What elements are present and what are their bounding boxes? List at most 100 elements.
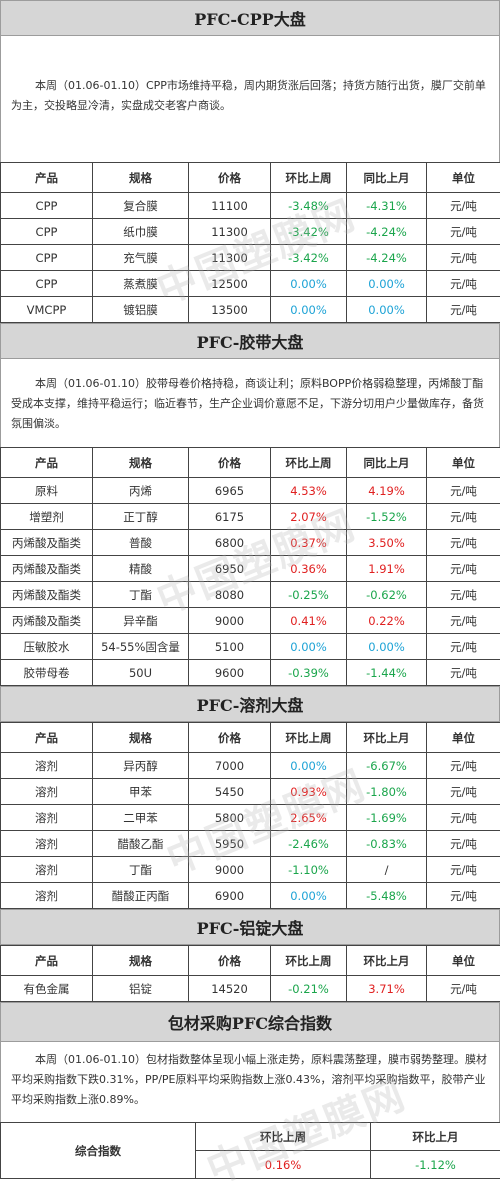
table-cell: 丙烯 bbox=[92, 477, 189, 504]
table-cell: / bbox=[346, 856, 427, 883]
cpp-table: 产品 规格 价格 环比上周 同比上月 单位 CPP 复合膜 11100 -3.48% -4.31% 元… bbox=[0, 162, 500, 323]
table-cell: 3.71% bbox=[346, 975, 427, 1002]
table-cell: 复合膜 bbox=[92, 192, 189, 219]
tape-header-row: 产品 规格 价格 环比上周 同比上月 单位 bbox=[0, 447, 500, 478]
index-section-title: 包材采购PFC综合指数 bbox=[0, 1002, 500, 1042]
table-cell: -0.39% bbox=[270, 659, 347, 686]
cpp-description-text: 本周（01.06-01.10）CPP市场维持平稳，周内期货涨后回落；持货方随行出… bbox=[11, 79, 486, 112]
table-cell: -6.67% bbox=[346, 752, 427, 779]
table-cell: 甲苯 bbox=[92, 778, 189, 805]
table-row: 增塑剂 正丁醇 6175 2.07% -1.52% 元/吨 bbox=[0, 503, 500, 530]
table-cell: 蒸煮膜 bbox=[92, 270, 189, 297]
table-cell: 9000 bbox=[188, 607, 271, 634]
table-cell: 有色金属 bbox=[0, 975, 93, 1002]
table-cell: 6800 bbox=[188, 529, 271, 556]
table-cell: 纸巾膜 bbox=[92, 218, 189, 245]
table-cell: 9600 bbox=[188, 659, 271, 686]
table-cell: 元/吨 bbox=[426, 244, 500, 271]
table-cell: 溶剂 bbox=[0, 830, 93, 857]
tape-column-header: 价格 bbox=[188, 447, 271, 478]
tape-table: 产品 规格 价格 环比上周 同比上月 单位 原料 丙烯 6965 4.53% 4.19% 元/吨 增塑剂… bbox=[0, 447, 500, 686]
index-value-week: 0.16% bbox=[195, 1150, 371, 1179]
table-cell: 3.50% bbox=[346, 529, 427, 556]
table-cell: 丁酯 bbox=[92, 856, 189, 883]
table-cell: 4.19% bbox=[346, 477, 427, 504]
table-cell: 0.00% bbox=[346, 270, 427, 297]
table-cell: -1.52% bbox=[346, 503, 427, 530]
aluminum-column-header: 环比上周 bbox=[270, 945, 347, 976]
table-cell: 原料 bbox=[0, 477, 93, 504]
index-row-label: 综合指数 bbox=[0, 1122, 196, 1179]
solvent-column-header: 环比上周 bbox=[270, 722, 347, 753]
table-cell: 精酸 bbox=[92, 555, 189, 582]
table-cell: -1.80% bbox=[346, 778, 427, 805]
table-row: 丙烯酸及酯类 精酸 6950 0.36% 1.91% 元/吨 bbox=[0, 555, 500, 582]
table-cell: 压敏胶水 bbox=[0, 633, 93, 660]
table-cell: 元/吨 bbox=[426, 659, 500, 686]
table-cell: 丁酯 bbox=[92, 581, 189, 608]
table-row: CPP 纸巾膜 11300 -3.42% -4.24% 元/吨 bbox=[0, 218, 500, 245]
table-cell: 溶剂 bbox=[0, 752, 93, 779]
table-row: 溶剂 醋酸乙酯 5950 -2.46% -0.83% 元/吨 bbox=[0, 830, 500, 857]
table-cell: -4.24% bbox=[346, 244, 427, 271]
solvent-column-header: 价格 bbox=[188, 722, 271, 753]
table-cell: 0.22% bbox=[346, 607, 427, 634]
table-cell: 元/吨 bbox=[426, 752, 500, 779]
table-cell: 元/吨 bbox=[426, 633, 500, 660]
table-cell: 醋酸乙酯 bbox=[92, 830, 189, 857]
table-cell: 元/吨 bbox=[426, 607, 500, 634]
index-header-week: 环比上周 bbox=[195, 1122, 371, 1151]
table-cell: 元/吨 bbox=[426, 830, 500, 857]
index-value-month: -1.12% bbox=[370, 1150, 500, 1179]
table-row: 溶剂 醋酸正丙酯 6900 0.00% -5.48% 元/吨 bbox=[0, 882, 500, 909]
table-cell: 0.93% bbox=[270, 778, 347, 805]
table-cell: 1.91% bbox=[346, 555, 427, 582]
solvent-column-header: 单位 bbox=[426, 722, 500, 753]
aluminum-column-header: 产品 bbox=[0, 945, 93, 976]
table-cell: 5450 bbox=[188, 778, 271, 805]
table-cell: 14520 bbox=[188, 975, 271, 1002]
table-cell: 元/吨 bbox=[426, 581, 500, 608]
aluminum-section-title: PFC-铝锭大盘 bbox=[0, 909, 500, 945]
table-cell: 镀铝膜 bbox=[92, 296, 189, 323]
table-cell: -4.24% bbox=[346, 218, 427, 245]
table-cell: 溶剂 bbox=[0, 804, 93, 831]
table-cell: 0.00% bbox=[270, 882, 347, 909]
table-cell: 元/吨 bbox=[426, 503, 500, 530]
table-cell: 元/吨 bbox=[426, 804, 500, 831]
table-cell: 11300 bbox=[188, 244, 271, 271]
table-cell: -0.25% bbox=[270, 581, 347, 608]
tape-section-title: PFC-胶带大盘 bbox=[0, 323, 500, 359]
table-cell: -0.21% bbox=[270, 975, 347, 1002]
cpp-column-header: 单位 bbox=[426, 162, 500, 193]
table-cell: 0.36% bbox=[270, 555, 347, 582]
table-cell: 50U bbox=[92, 659, 189, 686]
table-cell: 异丙醇 bbox=[92, 752, 189, 779]
table-cell: 6950 bbox=[188, 555, 271, 582]
table-cell: 12500 bbox=[188, 270, 271, 297]
table-cell: 9000 bbox=[188, 856, 271, 883]
table-row: CPP 蒸煮膜 12500 0.00% 0.00% 元/吨 bbox=[0, 270, 500, 297]
cpp-column-header: 价格 bbox=[188, 162, 271, 193]
index-description-text: 本周（01.06-01.10）包材指数整体呈现小幅上涨走势，原料震荡整理，膜市弱… bbox=[11, 1053, 487, 1106]
table-row: 胶带母卷 50U 9600 -0.39% -1.44% 元/吨 bbox=[0, 659, 500, 686]
table-row: 溶剂 甲苯 5450 0.93% -1.80% 元/吨 bbox=[0, 778, 500, 805]
table-row: CPP 充气膜 11300 -3.42% -4.24% 元/吨 bbox=[0, 244, 500, 271]
cpp-column-header: 产品 bbox=[0, 162, 93, 193]
table-cell: -1.44% bbox=[346, 659, 427, 686]
table-cell: 元/吨 bbox=[426, 192, 500, 219]
aluminum-column-header: 单位 bbox=[426, 945, 500, 976]
table-cell: 元/吨 bbox=[426, 477, 500, 504]
table-cell: 胶带母卷 bbox=[0, 659, 93, 686]
index-header-month: 环比上月 bbox=[370, 1122, 500, 1151]
table-cell: 元/吨 bbox=[426, 218, 500, 245]
solvent-column-header: 环比上月 bbox=[346, 722, 427, 753]
aluminum-column-header: 价格 bbox=[188, 945, 271, 976]
table-cell: 元/吨 bbox=[426, 778, 500, 805]
solvent-table: 产品 规格 价格 环比上周 环比上月 单位 溶剂 异丙醇 7000 0.00% -6.67% 元/吨溶… bbox=[0, 722, 500, 909]
table-cell: 0.00% bbox=[270, 270, 347, 297]
index-table: 综合指数 环比上周 环比上月 0.16% -1.12% bbox=[0, 1122, 500, 1179]
table-cell: CPP bbox=[0, 244, 93, 271]
table-cell: 丙烯酸及酯类 bbox=[0, 555, 93, 582]
